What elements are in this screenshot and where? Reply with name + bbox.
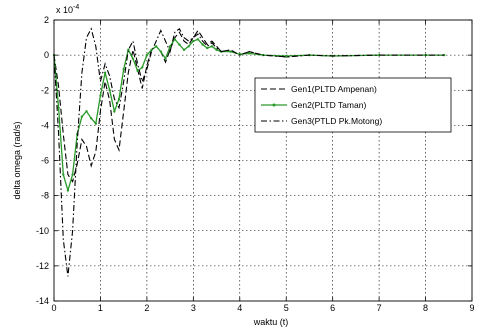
series-point-gen2 xyxy=(113,110,116,113)
series-point-gen2 xyxy=(196,38,200,41)
y-tick-label: -8 xyxy=(41,191,49,201)
x-tick-label: 8 xyxy=(423,303,428,313)
series-point-gen2 xyxy=(66,189,70,192)
series-point-gen2 xyxy=(285,54,288,58)
legend-label-gen3: Gen3(PTLD Pk.Motong) xyxy=(291,116,382,126)
x-tick-label: 1 xyxy=(98,303,103,313)
y-axis-label: delta omega (rad/s) xyxy=(12,121,22,199)
y-exponent-power: -4 xyxy=(73,4,79,11)
y-exponent-label: x 10-4 xyxy=(56,4,79,15)
series-point-gen2 xyxy=(89,117,93,120)
series-point-gen2 xyxy=(159,50,163,53)
series-point-gen2 xyxy=(442,53,446,57)
y-tick-label: 2 xyxy=(44,15,49,25)
series-point-gen2 xyxy=(168,45,172,48)
series-group xyxy=(52,27,446,277)
series-point-gen2 xyxy=(178,43,181,46)
x-axis-label: waktu (t) xyxy=(253,317,289,327)
series-point-gen2 xyxy=(103,71,107,74)
series-point-gen2 xyxy=(164,57,167,60)
x-tick-label: 5 xyxy=(284,303,289,313)
series-point-gen2 xyxy=(187,45,190,48)
series-point-gen2 xyxy=(71,173,74,176)
x-tick-label: 3 xyxy=(191,303,196,313)
series-point-gen2 xyxy=(122,67,125,71)
legend: Gen1(PLTD Ampenan) Gen2(PLTD Taman) Gen3(P… xyxy=(254,77,452,133)
series-point-gen2 xyxy=(117,97,121,101)
legend-label-gen2: Gen2(PLTD Taman) xyxy=(291,100,366,110)
series-point-gen2 xyxy=(150,48,153,52)
series-point-gen2 xyxy=(85,110,88,113)
y-tick-label: 0 xyxy=(44,50,49,60)
x-tick-label: 9 xyxy=(469,303,474,313)
series-point-gen2 xyxy=(215,48,218,52)
x-tick-label: 2 xyxy=(144,303,149,313)
series-point-gen2 xyxy=(210,45,214,48)
series-point-gen2 xyxy=(173,38,176,41)
x-tick-label: 0 xyxy=(51,303,56,313)
series-point-gen2 xyxy=(108,89,111,92)
legend-label-gen1: Gen1(PLTD Ampenan) xyxy=(291,84,377,94)
series-point-gen2 xyxy=(192,39,195,43)
series-point-gen2 xyxy=(94,122,98,125)
series-point-gen2 xyxy=(99,94,102,97)
y-exponent-base: x 10 xyxy=(56,5,73,15)
y-tick-label: -6 xyxy=(41,156,49,166)
series-point-gen2 xyxy=(247,52,251,55)
x-tick-label: 4 xyxy=(237,303,242,313)
series-point-gen2 xyxy=(201,43,204,46)
series-line-gen3 xyxy=(53,27,445,277)
series-point-gen2 xyxy=(145,53,149,57)
series-point-gen2 xyxy=(127,48,130,52)
series-point-gen2 xyxy=(377,53,381,57)
series-point-gen2 xyxy=(131,57,135,60)
series-point-gen2 xyxy=(229,50,232,53)
series-point-gen2 xyxy=(154,45,158,48)
y-tick-label: -14 xyxy=(36,296,49,306)
legend-box xyxy=(254,77,452,133)
series-point-gen2 xyxy=(80,115,84,118)
legend-marker-gen2 xyxy=(272,103,276,107)
series-point-gen2 xyxy=(141,66,144,69)
series-point-gen2 xyxy=(182,48,186,52)
series-point-gen2 xyxy=(206,46,209,50)
tick-group: 0 1 2 3 4 5 6 7 8 9 2 0 -2 -4 -6 -8 -10 -12 -14 xyxy=(36,15,475,313)
x-tick-label: 6 xyxy=(330,303,335,313)
series-point-gen2 xyxy=(57,106,60,110)
series-point-gen2 xyxy=(136,69,139,73)
x-tick-label: 7 xyxy=(377,303,382,313)
y-tick-label: -10 xyxy=(36,226,49,236)
y-tick-label: -2 xyxy=(41,85,49,95)
series-point-gen2 xyxy=(62,173,65,176)
y-tick-label: -12 xyxy=(36,261,49,271)
y-tick-label: -4 xyxy=(41,120,49,130)
